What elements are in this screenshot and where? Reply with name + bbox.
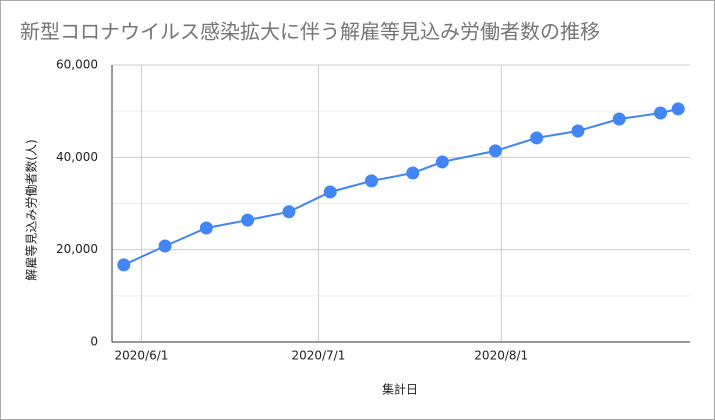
data-point	[571, 124, 585, 138]
data-point	[488, 144, 502, 158]
data-point	[435, 155, 449, 169]
data-point	[323, 185, 337, 199]
x-axis-label: 集計日	[382, 382, 418, 397]
chart-title: 新型コロナウイルス感染拡大に伴う解雇等見込み労働者数の推移	[20, 20, 600, 44]
y-tick-label: 20,000	[56, 242, 98, 256]
data-point	[199, 221, 213, 235]
x-tick-label: 2020/7/1	[291, 349, 345, 363]
data-point	[282, 205, 296, 219]
data-point	[671, 102, 685, 116]
data-point	[654, 106, 668, 120]
data-point	[365, 174, 379, 188]
y-tick-label: 60,000	[56, 58, 98, 72]
y-tick-label: 0	[90, 335, 98, 349]
data-point	[612, 112, 626, 126]
x-tick-label: 2020/8/1	[474, 349, 528, 363]
y-axis-label: 解雇等見込み労働者数(人)	[24, 139, 39, 280]
data-point	[158, 239, 172, 253]
x-tick-label: 2020/6/1	[115, 349, 169, 363]
y-tick-label: 40,000	[56, 150, 98, 164]
data-point	[530, 131, 544, 145]
data-point	[241, 213, 255, 227]
data-point	[406, 166, 420, 180]
data-point	[117, 258, 131, 272]
